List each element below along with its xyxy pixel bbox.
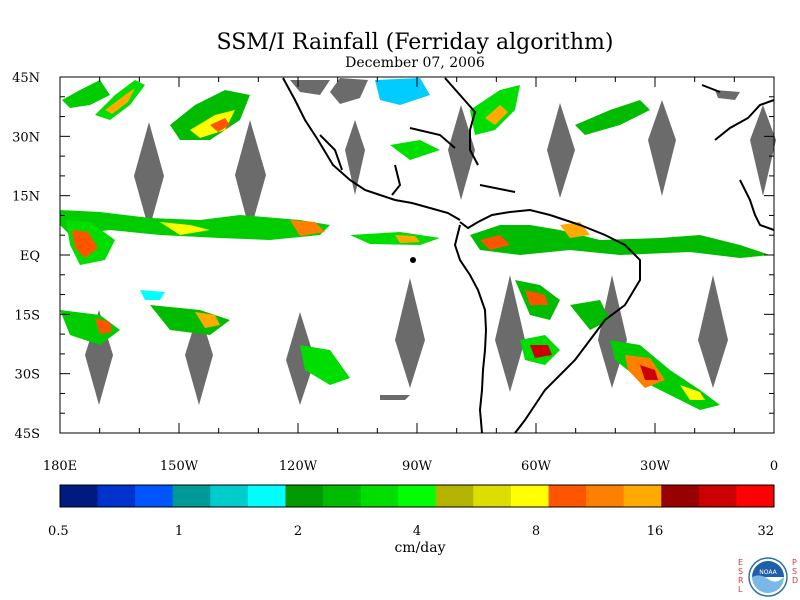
lat-label: 30S bbox=[15, 368, 40, 383]
colorbar-units: cm/day bbox=[394, 540, 446, 556]
colorbar-tick-label: 32 bbox=[757, 524, 774, 539]
lat-label: EQ bbox=[20, 249, 40, 264]
lat-label: 15S bbox=[15, 308, 40, 323]
colorbar-tick-label: 16 bbox=[647, 524, 664, 539]
colorbar-swatch bbox=[398, 485, 437, 507]
lat-label: 15N bbox=[12, 190, 40, 205]
colorbar-swatch bbox=[510, 485, 550, 507]
colorbar-swatch bbox=[172, 485, 211, 507]
missing-data-swaths bbox=[85, 78, 776, 405]
map-date: December 07, 2006 bbox=[345, 55, 485, 71]
lon-label: 180E bbox=[43, 459, 77, 474]
colorbar-swatch bbox=[360, 485, 399, 507]
lon-label: 60W bbox=[521, 459, 552, 474]
colorbar-swatch bbox=[586, 485, 625, 507]
lat-label: 30N bbox=[12, 130, 40, 145]
colorbar-swatch bbox=[323, 485, 362, 507]
colorbar-swatch bbox=[548, 485, 587, 507]
map-title: SSM/I Rainfall (Ferriday algorithm) bbox=[216, 30, 614, 55]
lat-label: 45S bbox=[15, 427, 40, 442]
colorbar-swatch bbox=[247, 485, 286, 507]
colorbar-swatch bbox=[210, 485, 249, 507]
colorbar-swatch bbox=[661, 485, 700, 507]
rainfall-patches bbox=[60, 78, 770, 410]
coastlines bbox=[282, 77, 775, 434]
colorbar-tick-label: 0.5 bbox=[48, 524, 69, 539]
colorbar-tick-label: 1 bbox=[175, 524, 183, 539]
colorbar-swatch bbox=[285, 485, 324, 507]
lon-label: 90W bbox=[402, 459, 433, 474]
colorbar-swatch bbox=[97, 485, 136, 507]
colorbar-swatch bbox=[736, 485, 775, 507]
colorbar-swatch bbox=[473, 485, 512, 507]
noaa-emblem-text: NOAA bbox=[759, 569, 777, 576]
lon-label: 150W bbox=[160, 459, 199, 474]
noaa-logo: NOAA bbox=[748, 557, 788, 597]
colorbar-swatch bbox=[60, 485, 99, 507]
colorbar-tick-label: 4 bbox=[413, 524, 421, 539]
lat-label: 45N bbox=[12, 71, 40, 86]
colorbar-swatch bbox=[435, 485, 474, 507]
lon-label: 120W bbox=[279, 459, 318, 474]
lon-label: 0 bbox=[770, 459, 778, 474]
colorbar-swatch bbox=[135, 485, 174, 507]
colorbar-swatch bbox=[623, 485, 662, 507]
colorbar-swatch bbox=[698, 485, 737, 507]
lon-label: 30W bbox=[640, 459, 671, 474]
colorbar: 0.5 1 2 4 8 16 32 bbox=[48, 484, 775, 539]
colorbar-tick-label: 8 bbox=[532, 524, 540, 539]
colorbar-tick-label: 2 bbox=[294, 524, 302, 539]
